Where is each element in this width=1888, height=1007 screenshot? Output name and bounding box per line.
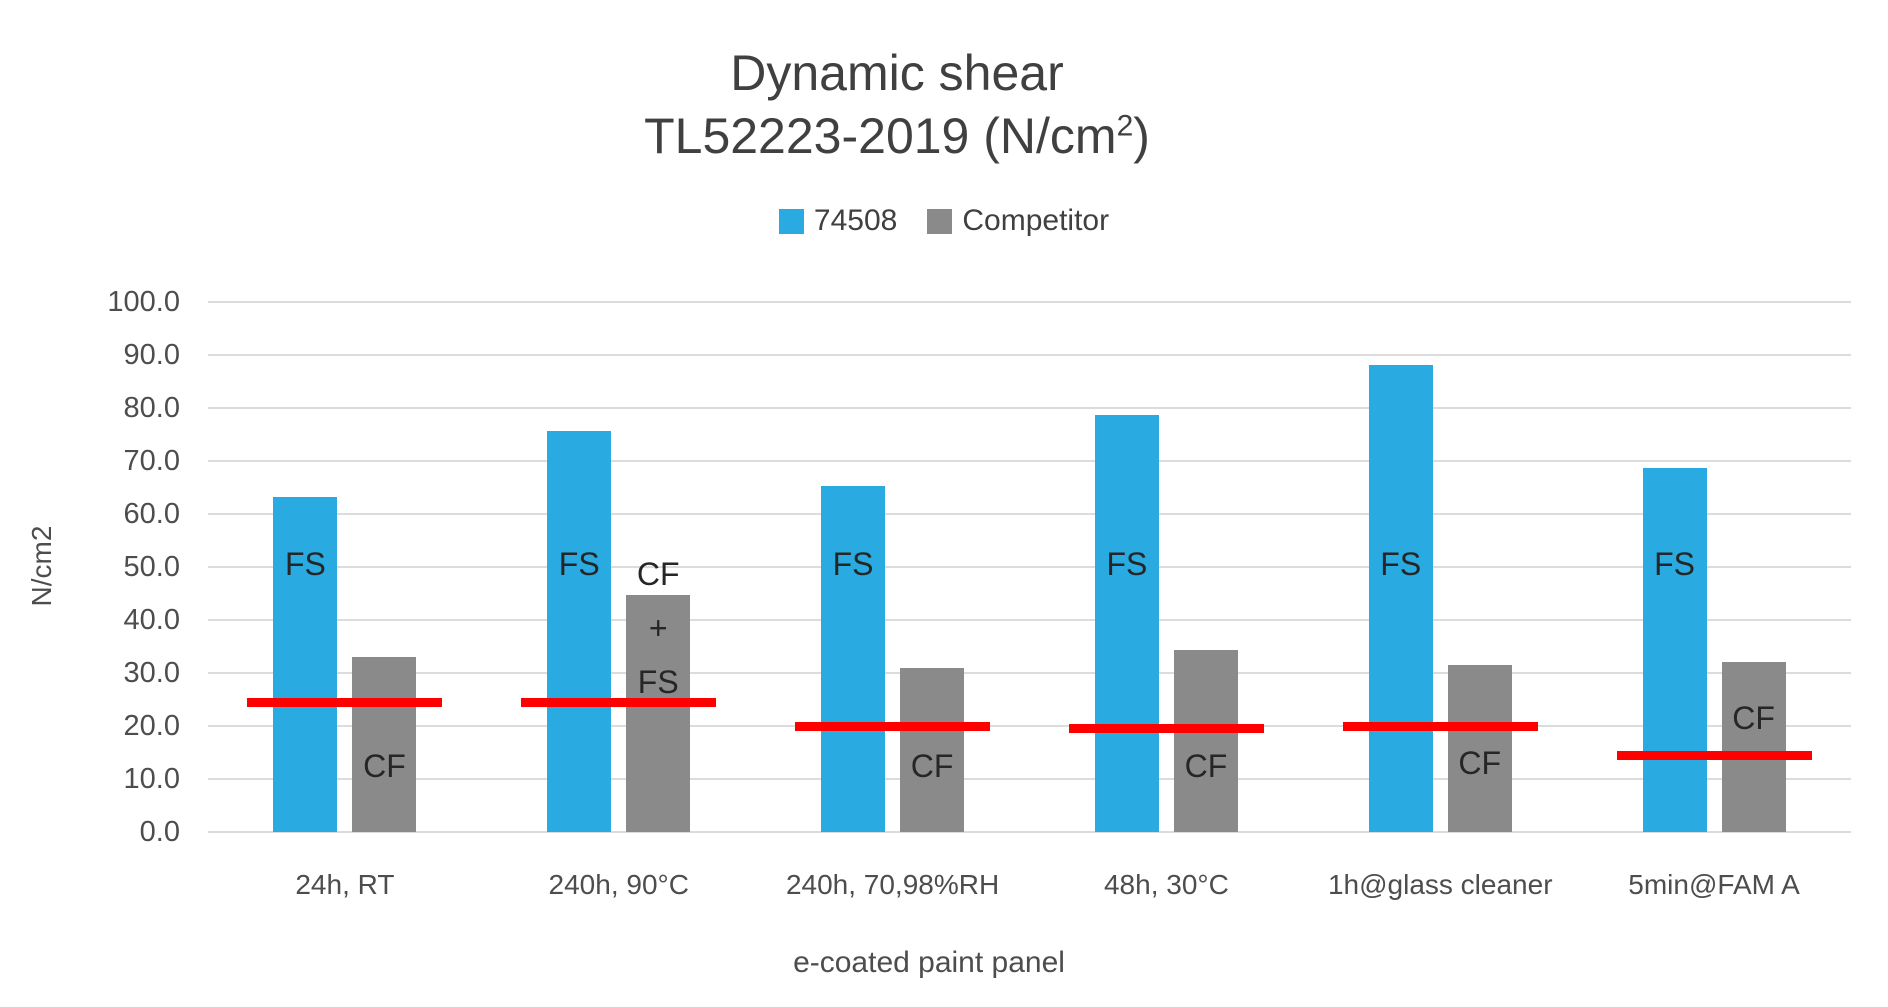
bar-label-line: CF bbox=[910, 747, 954, 784]
legend-swatch bbox=[778, 208, 804, 234]
bar-label-line: CF bbox=[363, 747, 406, 784]
bar-label: FS bbox=[1331, 537, 1471, 591]
bar-label-line: CF bbox=[1458, 745, 1502, 782]
bar-label-line: FS bbox=[1106, 546, 1148, 583]
requirement-line bbox=[521, 697, 717, 707]
y-tick-label: 20.0 bbox=[123, 710, 180, 742]
gridline bbox=[208, 725, 1851, 727]
chart-title: Dynamic shear TL52223-2019 (N/cm2) bbox=[0, 42, 1794, 168]
bar-label: FS bbox=[1057, 537, 1197, 591]
bar-label: CF bbox=[314, 739, 454, 793]
chart-title-line2-text: TL52223-2019 (N/cm bbox=[644, 108, 1117, 164]
x-axis-title: e-coated paint panel bbox=[793, 946, 1065, 979]
x-category-label: 240h, 70,98%RH bbox=[785, 869, 1000, 900]
gridline bbox=[208, 831, 1851, 833]
y-tick-label: 50.0 bbox=[123, 551, 180, 583]
bar-label: FS bbox=[783, 537, 923, 591]
bar-label: CF bbox=[862, 739, 1002, 793]
y-tick-label: 10.0 bbox=[123, 763, 180, 795]
chart-title-line1: Dynamic shear bbox=[730, 45, 1064, 101]
y-tick-label: 40.0 bbox=[123, 604, 180, 636]
legend-swatch bbox=[927, 208, 953, 234]
bar-competitor bbox=[626, 594, 691, 832]
chart-title-superscript: 2 bbox=[1116, 109, 1134, 143]
bar-label-line: FS bbox=[1654, 546, 1696, 583]
bar-label-line: FS bbox=[1380, 546, 1422, 583]
legend-item-74508: 74508 bbox=[778, 204, 898, 238]
gridline bbox=[208, 354, 1851, 356]
bar-competitor bbox=[1173, 650, 1238, 832]
gridline bbox=[208, 672, 1851, 674]
y-tick-label: 30.0 bbox=[123, 657, 180, 689]
chart-title-line2: TL52223-2019 (N/cm2) bbox=[0, 105, 1794, 168]
y-tick-label: 90.0 bbox=[123, 339, 180, 371]
bar-74508 bbox=[1642, 468, 1707, 832]
gridline bbox=[208, 566, 1851, 568]
gridline bbox=[208, 513, 1851, 515]
bar-label: FS bbox=[1605, 537, 1745, 591]
requirement-line bbox=[1616, 750, 1812, 760]
legend-item-competitor: Competitor bbox=[927, 204, 1109, 238]
bar-74508 bbox=[821, 485, 886, 832]
bar-74508 bbox=[1368, 364, 1433, 832]
bar-label-line: FS bbox=[284, 546, 326, 583]
bar-label: CF bbox=[1410, 736, 1550, 790]
bar-label-line: FS bbox=[832, 546, 874, 583]
bar-label-line: CF bbox=[1184, 747, 1228, 784]
bar-label: CF + FS bbox=[588, 547, 728, 709]
bar-label-line: FS bbox=[637, 663, 679, 700]
bar-74508 bbox=[273, 496, 338, 832]
x-category-label: 1h@glass cleaner bbox=[1327, 869, 1553, 900]
gridline bbox=[208, 460, 1851, 462]
gridline bbox=[208, 619, 1851, 621]
requirement-line bbox=[795, 721, 991, 731]
gridline bbox=[208, 301, 1851, 303]
requirement-line bbox=[1068, 724, 1264, 734]
bar-74508 bbox=[547, 430, 612, 832]
bar-label: FS bbox=[235, 537, 375, 591]
y-tick-label: 0.0 bbox=[139, 816, 180, 848]
legend-label: Competitor bbox=[962, 204, 1110, 237]
gridline bbox=[208, 407, 1851, 409]
y-tick-label: 60.0 bbox=[123, 498, 180, 530]
bar-competitor bbox=[352, 657, 417, 832]
bar-label-line: CF bbox=[1732, 700, 1775, 737]
x-category-label: 5min@FAM A bbox=[1628, 869, 1800, 900]
bar-label-line: + bbox=[648, 609, 668, 646]
x-category-label: 48h, 30°C bbox=[1103, 869, 1229, 900]
bar-74508 bbox=[1094, 415, 1159, 832]
x-category-label: 24h, RT bbox=[295, 869, 395, 900]
gridline bbox=[208, 778, 1851, 780]
x-category-label: 240h, 90°C bbox=[548, 869, 689, 900]
bar-label: FS bbox=[509, 537, 649, 591]
requirement-line bbox=[247, 697, 443, 707]
legend-label: 74508 bbox=[813, 204, 898, 237]
requirement-line bbox=[1342, 721, 1538, 731]
bar-label: CF bbox=[1136, 739, 1276, 793]
bar-label-line: CF bbox=[636, 555, 680, 592]
legend: 74508 Competitor bbox=[0, 200, 1888, 242]
y-tick-label: 100.0 bbox=[107, 286, 180, 318]
bar-label: CF bbox=[1684, 691, 1824, 745]
y-tick-label: 80.0 bbox=[123, 392, 180, 424]
bar-label-line: FS bbox=[558, 546, 600, 583]
y-tick-label: 70.0 bbox=[123, 445, 180, 477]
chart-title-line2-close: ) bbox=[1133, 108, 1150, 164]
bar-competitor bbox=[1721, 662, 1786, 832]
bar-competitor bbox=[900, 667, 965, 832]
bar-competitor bbox=[1447, 665, 1512, 832]
